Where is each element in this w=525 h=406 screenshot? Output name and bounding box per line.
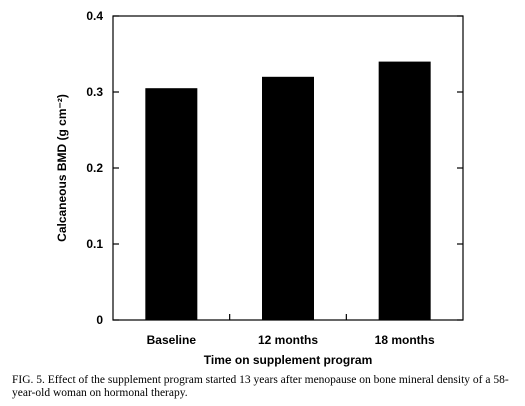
- x-tick-label: 12 months: [258, 333, 318, 347]
- y-tick-label: 0.1: [86, 237, 103, 251]
- bar-chart: 0 0.1 0.2 0.3 0.4 Baseline 12 months 18 months…: [55, 9, 464, 367]
- x-tick-label: Baseline: [147, 333, 197, 347]
- y-axis-label: Calcaneous BMD (g cm⁻²): [55, 94, 69, 242]
- y-tick-label: 0: [96, 313, 103, 327]
- y-tick-label: 0.3: [86, 85, 103, 99]
- bar: [262, 76, 314, 320]
- figure-caption: FIG. 5. Effect of the supplement program…: [12, 374, 509, 399]
- y-tick-label: 0.4: [86, 9, 103, 23]
- bar: [145, 88, 198, 320]
- x-axis-label: Time on supplement program: [204, 353, 372, 367]
- y-tick-label: 0.2: [86, 161, 103, 175]
- y-axis-ticks: 0 0.1 0.2 0.3 0.4: [86, 9, 463, 327]
- bar: [378, 61, 431, 320]
- x-axis-ticks: Baseline 12 months 18 months: [147, 314, 435, 347]
- bars: [145, 61, 431, 320]
- x-tick-label: 18 months: [375, 333, 435, 347]
